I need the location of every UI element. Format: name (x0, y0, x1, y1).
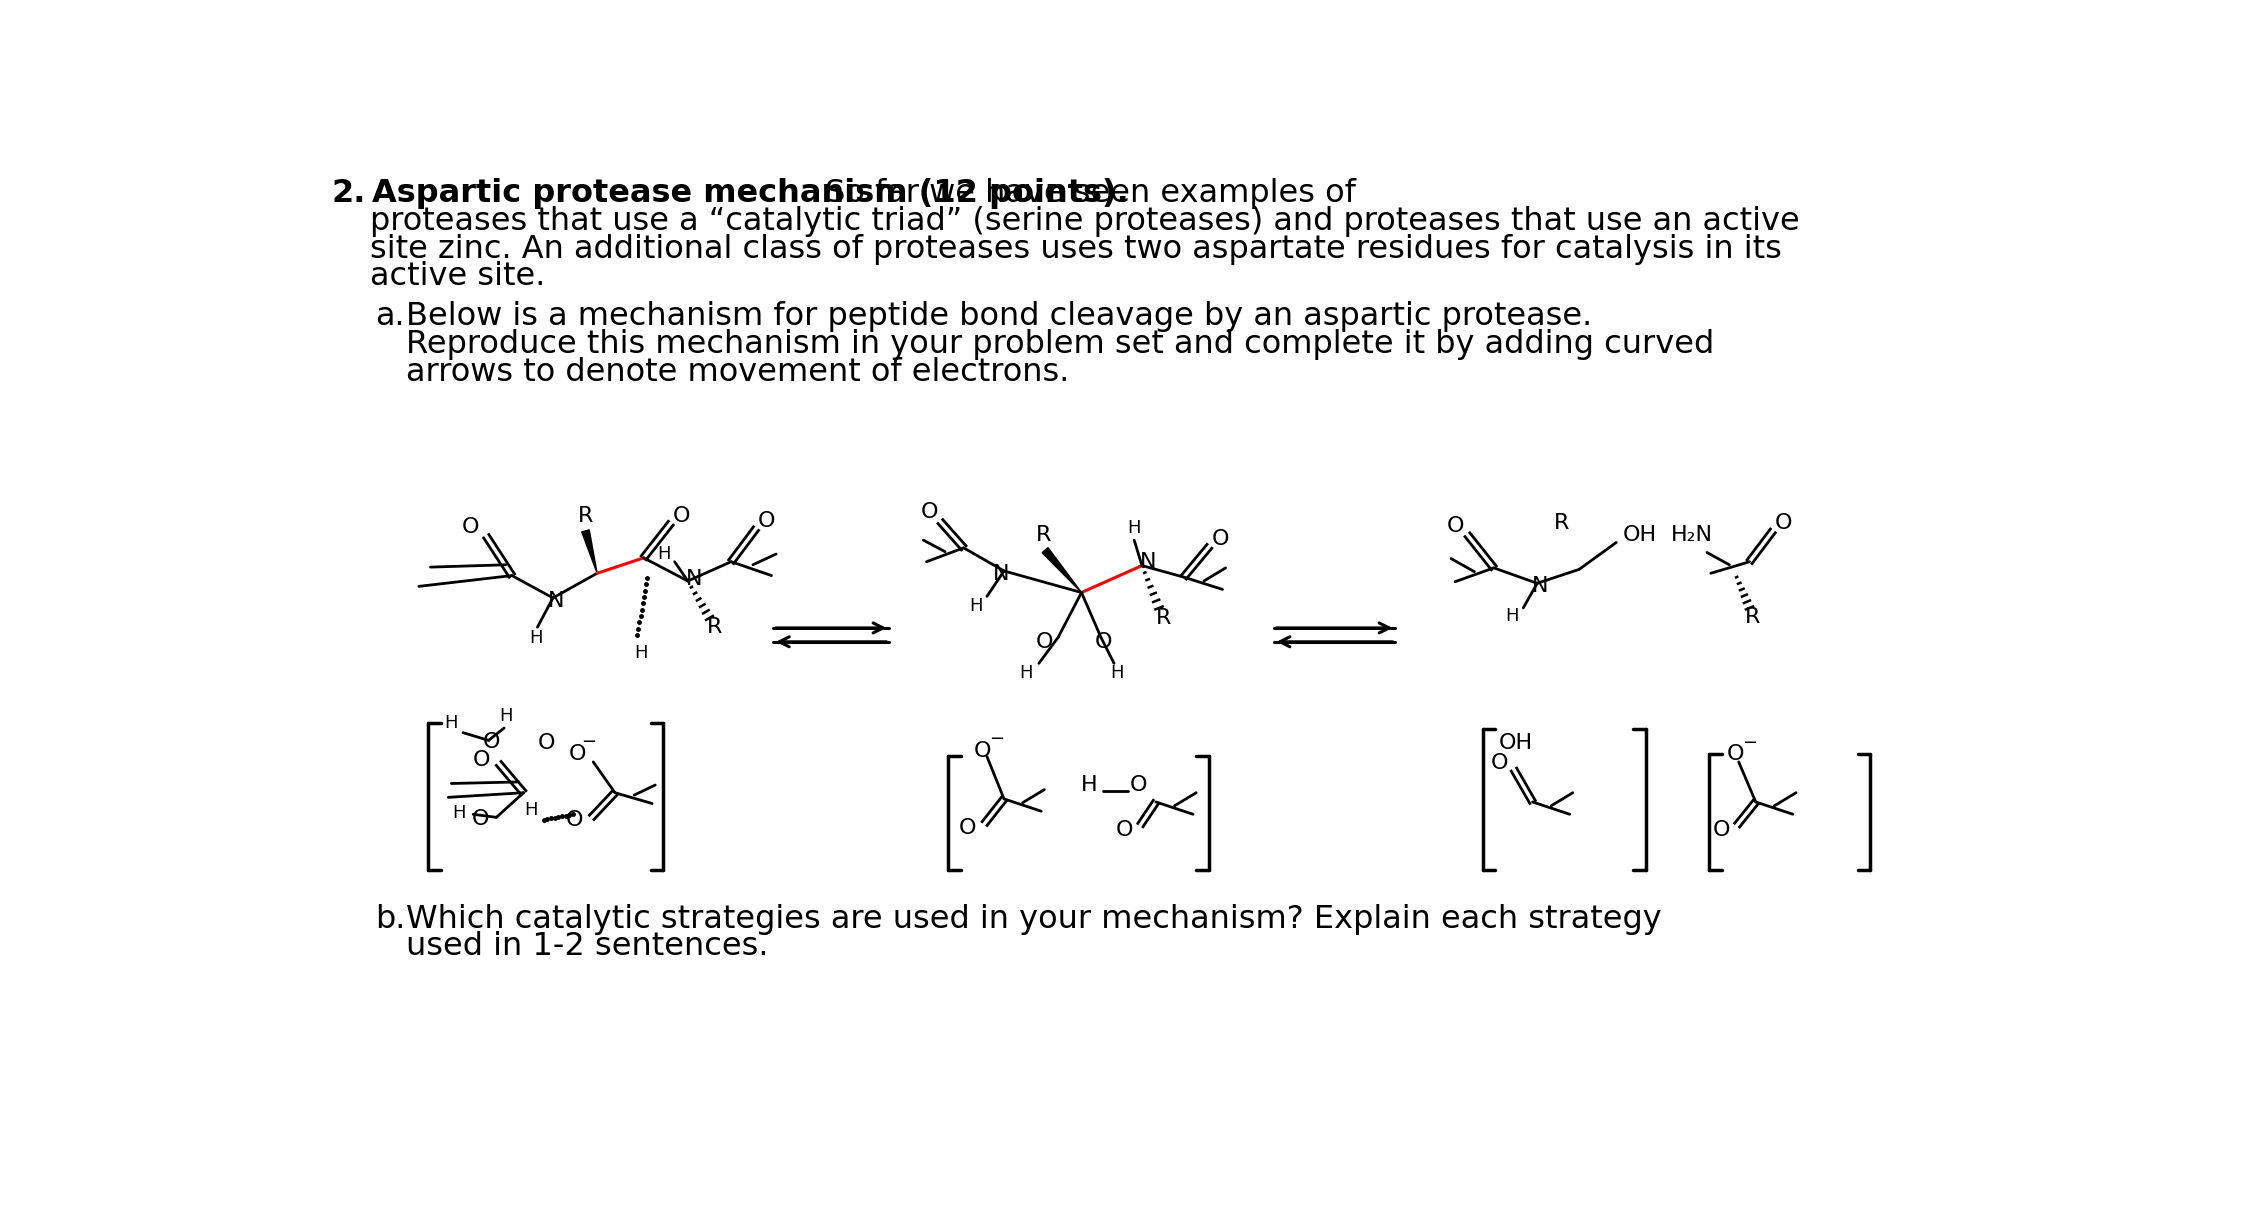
Text: O: O (1491, 754, 1509, 773)
Text: H: H (634, 644, 648, 662)
Text: H₂N: H₂N (1670, 525, 1713, 545)
Text: O: O (566, 810, 582, 831)
Text: O: O (471, 809, 489, 829)
Text: a.: a. (374, 302, 403, 332)
Text: OH: OH (1622, 525, 1656, 545)
Text: O: O (759, 511, 775, 531)
Text: −: − (988, 730, 1004, 748)
Text: b.: b. (374, 903, 406, 935)
Text: N: N (1140, 552, 1156, 573)
Text: Reproduce this mechanism in your problem set and complete it by adding curved: Reproduce this mechanism in your problem… (406, 330, 1713, 360)
Text: Below is a mechanism for peptide bond cleavage by an aspartic protease.: Below is a mechanism for peptide bond cl… (406, 302, 1593, 332)
Text: N: N (687, 569, 702, 590)
Text: O: O (1094, 632, 1113, 652)
Text: O: O (1131, 775, 1147, 795)
Text: H: H (523, 801, 537, 820)
Text: O: O (483, 732, 501, 751)
Text: H: H (970, 597, 983, 614)
Text: O: O (1774, 513, 1792, 534)
Text: Aspartic protease mechanism (12 points).: Aspartic protease mechanism (12 points). (372, 179, 1128, 209)
Text: −: − (1743, 734, 1756, 753)
Text: R: R (1554, 513, 1570, 534)
Text: H: H (1505, 607, 1518, 625)
Text: H: H (444, 715, 458, 732)
Text: R: R (707, 618, 723, 637)
Text: O: O (974, 741, 990, 761)
Text: O: O (462, 517, 480, 537)
Text: O: O (1117, 820, 1133, 840)
Text: R: R (1745, 607, 1761, 627)
Text: active site.: active site. (369, 261, 546, 292)
Text: O: O (673, 506, 691, 525)
Text: R: R (1036, 525, 1051, 545)
Text: H: H (530, 629, 542, 647)
Text: R: R (1156, 608, 1172, 627)
Text: Which catalytic strategies are used in your mechanism? Explain each strategy: Which catalytic strategies are used in y… (406, 903, 1661, 935)
Text: N: N (1532, 576, 1548, 596)
Text: O: O (537, 733, 555, 754)
Text: H: H (657, 545, 671, 563)
Polygon shape (582, 530, 598, 573)
Text: H: H (453, 804, 467, 822)
Text: N: N (993, 564, 1008, 584)
Text: H: H (499, 706, 512, 725)
Text: N: N (548, 591, 564, 610)
Text: H: H (1020, 664, 1033, 682)
Text: OH: OH (1498, 733, 1532, 754)
Text: H: H (1128, 519, 1142, 536)
Text: So far we have seen examples of: So far we have seen examples of (816, 179, 1355, 209)
Text: H: H (1110, 664, 1124, 682)
Text: O: O (1727, 744, 1745, 764)
Text: O: O (1212, 529, 1228, 548)
Text: used in 1-2 sentences.: used in 1-2 sentences. (406, 931, 768, 962)
Text: O: O (959, 818, 977, 838)
Text: R: R (578, 506, 594, 525)
Text: O: O (1713, 820, 1731, 840)
Text: O: O (569, 744, 587, 764)
Text: O: O (1446, 516, 1464, 535)
Text: O: O (474, 750, 489, 771)
Text: site zinc. An additional class of proteases uses two aspartate residues for cata: site zinc. An additional class of protea… (369, 233, 1781, 265)
Text: O: O (920, 502, 938, 523)
Text: arrows to denote movement of electrons.: arrows to denote movement of electrons. (406, 358, 1070, 388)
Text: −: − (580, 733, 596, 751)
Text: proteases that use a “catalytic triad” (serine proteases) and proteases that use: proteases that use a “catalytic triad” (… (369, 206, 1799, 237)
Text: 2.: 2. (331, 179, 365, 209)
Polygon shape (1042, 547, 1081, 592)
Text: H: H (1081, 775, 1097, 795)
Text: O: O (1036, 632, 1054, 652)
